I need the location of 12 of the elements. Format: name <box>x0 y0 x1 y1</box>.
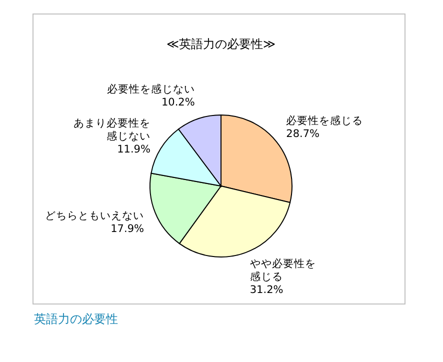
slice-label: どちらともいえない <box>44 210 144 222</box>
slice-label: やや必要性を感じる <box>250 256 316 283</box>
data-label: 17.9% <box>110 223 144 236</box>
data-label: 10.2% <box>161 96 195 109</box>
data-label: 31.2% <box>250 284 284 296</box>
text: 英語力の必要性 <box>34 312 118 326</box>
chart-title: ≪英語力の必要性≫ <box>166 37 276 51</box>
data-label: 11.9% <box>117 143 150 156</box>
slice-label: 必要性を感じる <box>286 114 364 128</box>
data-label: 28.7% <box>286 128 320 140</box>
slice-label: あまり必要性を感じない <box>73 116 150 142</box>
slice-label: 必要性を感じない <box>106 82 195 96</box>
